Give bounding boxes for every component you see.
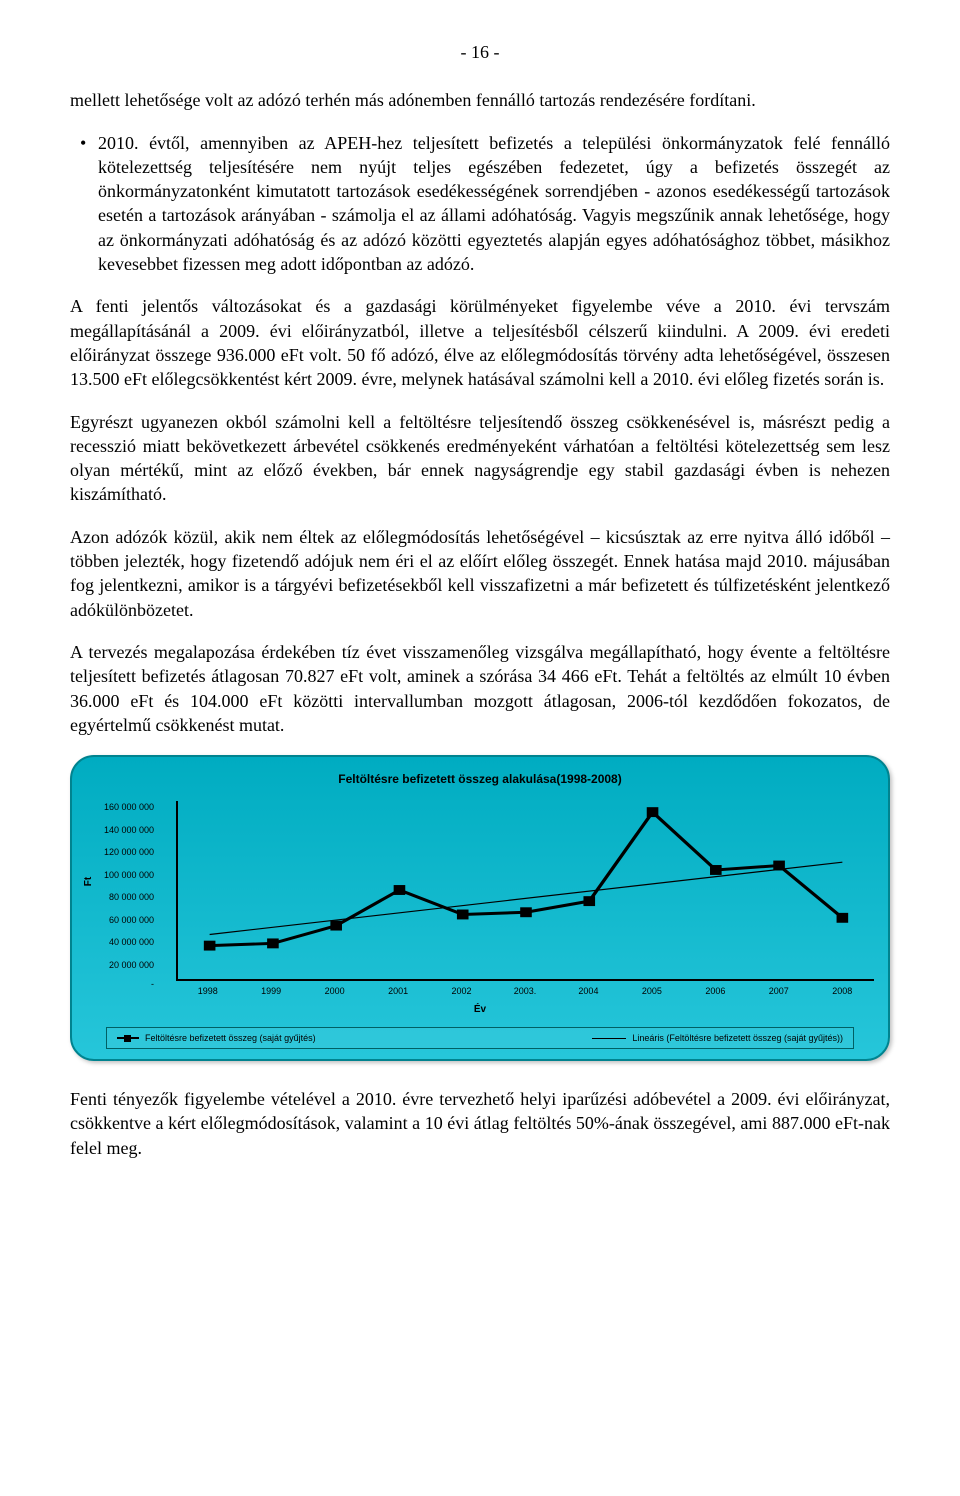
x-tick-label: 2002: [430, 985, 493, 997]
body-paragraph-after-chart: Fenti tényezők figyelembe vételével a 20…: [70, 1087, 890, 1160]
x-tick-label: 1998: [176, 985, 239, 997]
x-tick-label: 2001: [366, 985, 429, 997]
legend-trend-line: [592, 1038, 626, 1039]
chart-svg: [178, 801, 874, 979]
data-point-marker: [710, 865, 722, 875]
legend-series-label: Feltöltésre befizetett összeg (saját gyű…: [145, 1032, 316, 1044]
data-point-marker: [520, 908, 532, 918]
x-tick-label: 2005: [620, 985, 683, 997]
y-tick-label: 20 000 000: [109, 959, 154, 971]
trend-line: [210, 863, 843, 935]
x-tick-label: 2008: [811, 985, 874, 997]
data-point-marker: [330, 921, 342, 931]
data-series-line: [210, 812, 843, 946]
chart-title: Feltöltésre befizetett összeg alakulása(…: [86, 771, 874, 787]
x-tick-label: 2003.: [493, 985, 556, 997]
x-tick-label: 2000: [303, 985, 366, 997]
x-tick-label: 2004: [557, 985, 620, 997]
plot-region: [176, 801, 874, 981]
data-point-marker: [583, 896, 595, 906]
data-point-marker: [837, 913, 849, 923]
data-point-marker: [394, 885, 406, 895]
chart-plot-area: Ft 160 000 000140 000 000120 000 000100 …: [86, 801, 874, 981]
legend-series-marker: [117, 1037, 139, 1039]
data-point-marker: [267, 939, 279, 949]
intro-text: mellett lehetősége volt az adózó terhén …: [70, 90, 756, 110]
body-paragraph-1: A fenti jelentős változásokat és a gazda…: [70, 294, 890, 391]
legend-series: Feltöltésre befizetett összeg (saját gyű…: [117, 1032, 316, 1044]
x-tick-label: 2006: [684, 985, 747, 997]
intro-paragraph: mellett lehetősége volt az adózó terhén …: [70, 88, 890, 112]
y-tick-label: 100 000 000: [104, 869, 154, 881]
x-axis: 199819992000200120022003.200420052006200…: [176, 985, 874, 997]
legend-trend: Lineáris (Feltöltésre befizetett összeg …: [592, 1032, 843, 1044]
y-tick-label: -: [151, 978, 154, 984]
bullet-text: 2010. évtől, amennyiben az APEH-hez telj…: [98, 131, 890, 277]
x-tick-label: 1999: [239, 985, 302, 997]
chart-panel: Feltöltésre befizetett összeg alakulása(…: [70, 755, 890, 1061]
body-paragraph-2: Egyrészt ugyanezen okból számolni kell a…: [70, 410, 890, 507]
y-tick-label: 60 000 000: [109, 914, 154, 926]
y-tick-label: 120 000 000: [104, 846, 154, 858]
y-tick-label: 160 000 000: [104, 801, 154, 813]
x-tick-label: 2007: [747, 985, 810, 997]
legend-trend-label: Lineáris (Feltöltésre befizetett összeg …: [632, 1032, 843, 1044]
x-axis-title: Év: [86, 1003, 874, 1017]
body-paragraph-4: A tervezés megalapozása érdekében tíz év…: [70, 640, 890, 737]
bullet-marker: •: [70, 131, 98, 277]
data-point-marker: [204, 941, 216, 951]
y-axis: Ft 160 000 000140 000 000120 000 000100 …: [86, 801, 176, 981]
y-tick-label: 140 000 000: [104, 824, 154, 836]
y-axis-title: Ft: [82, 877, 96, 886]
body-paragraph-3: Azon adózók közül, akik nem éltek az elő…: [70, 525, 890, 622]
y-tick-label: 80 000 000: [109, 891, 154, 903]
y-tick-label: 40 000 000: [109, 936, 154, 948]
page-number: - 16 -: [70, 40, 890, 64]
bullet-item: • 2010. évtől, amennyiben az APEH-hez te…: [70, 131, 890, 277]
data-point-marker: [647, 807, 659, 817]
chart-legend: Feltöltésre befizetett összeg (saját gyű…: [106, 1027, 854, 1049]
data-point-marker: [457, 910, 469, 920]
